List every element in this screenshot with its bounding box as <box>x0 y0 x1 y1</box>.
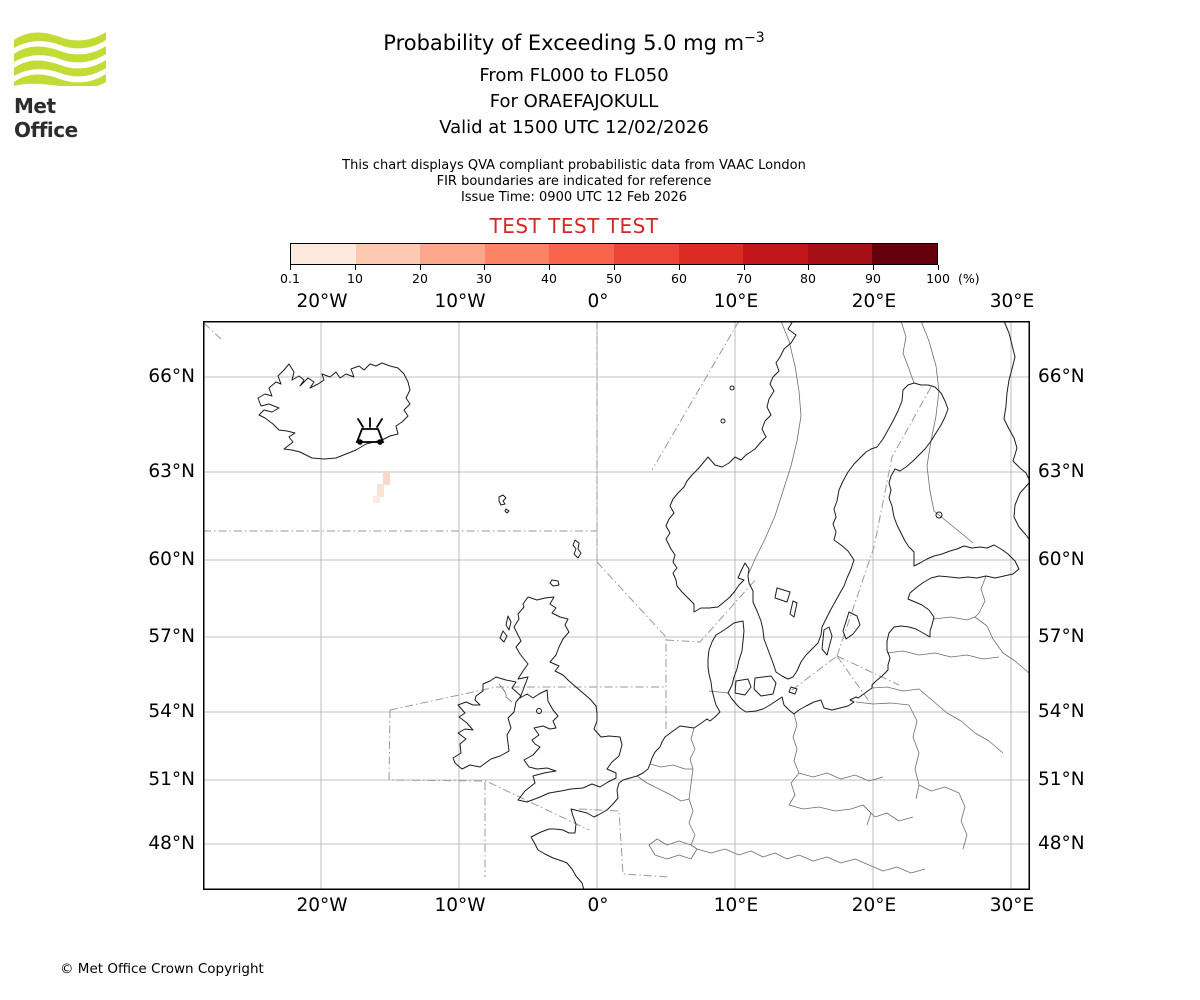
coastlines <box>257 321 1030 890</box>
country-borders <box>498 321 1030 874</box>
lon-label-bottom: 0° <box>587 895 609 916</box>
lat-label-right: 66°N <box>1038 366 1085 387</box>
lat-label-left: 54°N <box>148 701 195 722</box>
colorbar-tick-label: 0.1 <box>280 271 300 286</box>
title-exponent: −3 <box>744 30 765 46</box>
colorbar-segment <box>484 244 550 264</box>
colorbar-tick-label: 20 <box>412 271 428 286</box>
graticule-gridlines <box>203 321 1030 890</box>
colorbar-segment <box>678 244 744 264</box>
lat-label-right: 63°N <box>1038 461 1085 482</box>
colorbar-segment <box>420 244 485 264</box>
lon-label-top: 30°E <box>989 291 1035 312</box>
lat-label-left: 66°N <box>148 366 195 387</box>
colorbar <box>290 243 938 265</box>
lon-label-bottom: 20°E <box>851 895 897 916</box>
copyright-text: © Met Office Crown Copyright <box>60 961 264 977</box>
note-issue-time: Issue Time: 0900 UTC 12 Feb 2026 <box>460 190 688 205</box>
lat-label-left: 51°N <box>148 769 195 790</box>
colorbar-tick-label: 30 <box>476 271 492 286</box>
note-fir: FIR boundaries are indicated for referen… <box>436 174 712 189</box>
lat-label-left: 57°N <box>148 626 195 647</box>
note-qva: This chart displays QVA compliant probab… <box>342 158 806 173</box>
colorbar-tick-label: 80 <box>800 271 816 286</box>
subtitle-volcano: For ORAEFAJOKULL <box>489 91 659 112</box>
colorbar-tick <box>549 265 550 270</box>
colorbar-segment <box>743 244 808 264</box>
colorbar-tick <box>679 265 680 270</box>
colorbar-segment <box>291 244 356 264</box>
lon-label-bottom: 10°W <box>434 895 486 916</box>
colorbar-tick <box>873 265 874 270</box>
colorbar-segment <box>355 244 421 264</box>
volcano-marker-icon <box>355 417 385 445</box>
map-border <box>203 321 1030 890</box>
lon-label-top: 20°E <box>851 291 897 312</box>
colorbar-tick <box>355 265 356 270</box>
lat-label-right: 57°N <box>1038 626 1085 647</box>
fir-boundaries <box>203 321 932 878</box>
lon-label-bottom: 10°E <box>713 895 759 916</box>
subtitle-flight-levels: From FL000 to FL050 <box>479 65 669 86</box>
logo-waves-icon <box>14 32 106 88</box>
colorbar-tick <box>420 265 421 270</box>
colorbar-tick <box>484 265 485 270</box>
colorbar-tick <box>614 265 615 270</box>
lat-label-left: 48°N <box>148 833 195 854</box>
colorbar-segment <box>807 244 873 264</box>
colorbar-unit: (%) <box>958 271 980 286</box>
subtitle-valid-time: Valid at 1500 UTC 12/02/2026 <box>439 117 709 138</box>
test-banner: TEST TEST TEST <box>489 214 659 238</box>
map-canvas <box>203 321 1030 890</box>
colorbar-tick-label: 70 <box>736 271 752 286</box>
colorbar-tick <box>290 265 291 270</box>
colorbar-tick <box>808 265 809 270</box>
page-title: Probability of Exceeding 5.0 mg m−3 <box>383 30 765 55</box>
colorbar-tick-label: 90 <box>865 271 881 286</box>
colorbar-tick <box>938 265 939 270</box>
logo-text: Met Office <box>14 94 78 142</box>
colorbar-tick-label: 50 <box>606 271 622 286</box>
met-office-logo: Met Office <box>14 28 106 142</box>
lat-label-left: 60°N <box>148 549 195 570</box>
lon-label-top: 10°W <box>434 291 486 312</box>
lat-label-left: 63°N <box>148 461 195 482</box>
lat-label-right: 60°N <box>1038 549 1085 570</box>
lon-label-top: 10°E <box>713 291 759 312</box>
colorbar-segment <box>549 244 614 264</box>
ash-plume <box>373 471 390 503</box>
colorbar-tick-label: 10 <box>347 271 363 286</box>
lon-label-top: 0° <box>587 291 609 312</box>
colorbar-segment <box>872 244 937 264</box>
lon-label-bottom: 20°W <box>296 895 348 916</box>
lon-label-bottom: 30°E <box>989 895 1035 916</box>
lat-label-right: 48°N <box>1038 833 1085 854</box>
colorbar-segment <box>613 244 679 264</box>
colorbar-tick-label: 100 <box>926 271 950 286</box>
colorbar-tick <box>744 265 745 270</box>
colorbar-tick-label: 60 <box>671 271 687 286</box>
colorbar-tick-label: 40 <box>541 271 557 286</box>
lat-label-right: 51°N <box>1038 769 1085 790</box>
lon-label-top: 20°W <box>296 291 348 312</box>
lat-label-right: 54°N <box>1038 701 1085 722</box>
